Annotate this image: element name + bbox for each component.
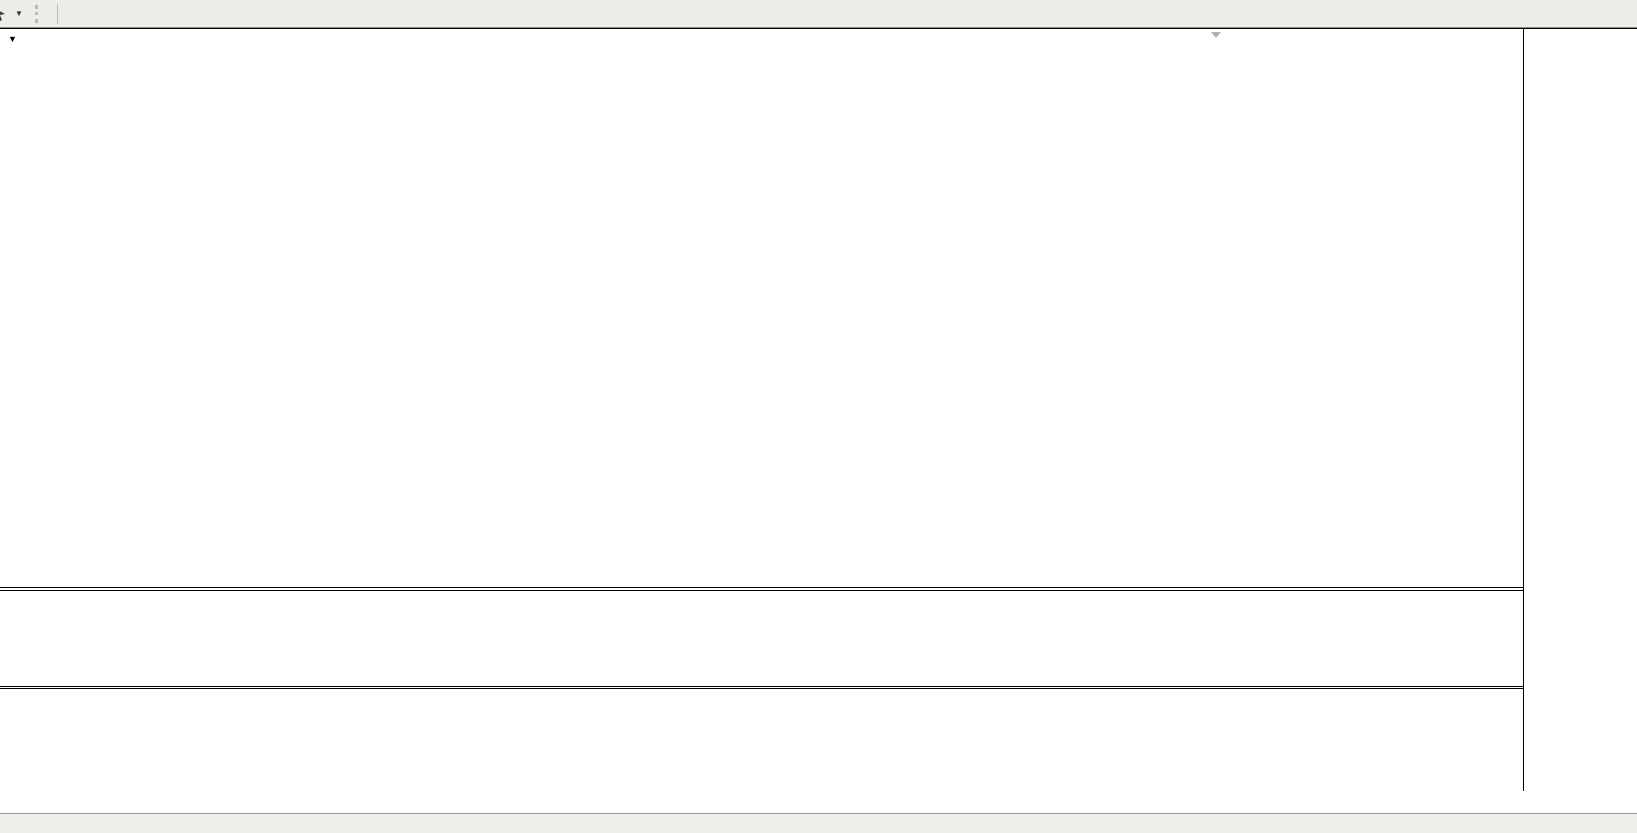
candlestick-plot[interactable]: [0, 30, 1523, 587]
toolbar-grip-handle[interactable]: [34, 4, 43, 23]
chart-shift-marker[interactable]: [1211, 32, 1221, 38]
macd-plot[interactable]: [0, 689, 1523, 791]
timeframe-toolbar: ▼: [0, 0, 1637, 28]
date-axis[interactable]: [0, 791, 1637, 815]
price-axis[interactable]: [1523, 29, 1637, 791]
chart-tabbar: [0, 813, 1637, 833]
cursor-tool-icon: [0, 6, 12, 22]
price-chart-panel[interactable]: ▼: [0, 30, 1523, 588]
chart-title: ▼: [8, 34, 29, 44]
toolbar-separator: [56, 3, 58, 24]
macd-panel[interactable]: [0, 688, 1523, 792]
chevron-down-icon[interactable]: ▼: [15, 9, 23, 18]
cursor-tool-button[interactable]: ▼: [0, 0, 29, 27]
rsi-panel[interactable]: [0, 590, 1523, 687]
rsi-plot[interactable]: [0, 591, 1523, 686]
collapse-caret-icon[interactable]: ▼: [8, 34, 17, 44]
chart-window: ▼: [0, 28, 1637, 815]
